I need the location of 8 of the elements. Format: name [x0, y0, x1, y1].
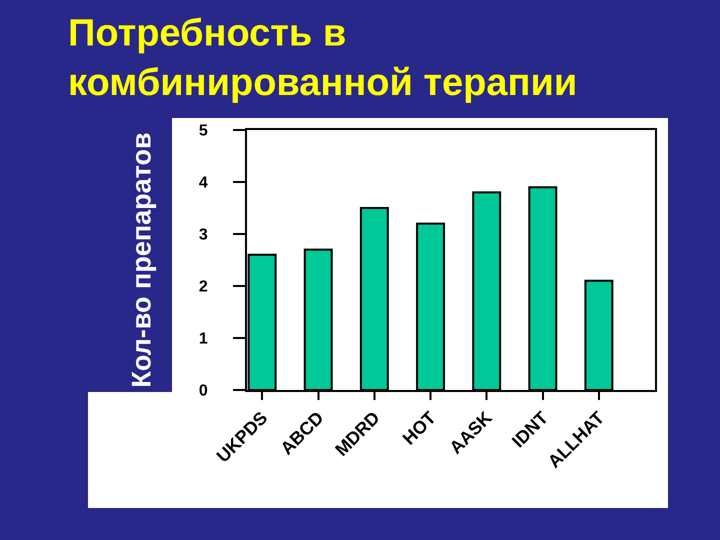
- y-axis-title: Кол-во препаратов: [126, 132, 156, 388]
- y-tick-label: 3: [198, 226, 208, 244]
- y-tick-label: 0: [198, 382, 208, 400]
- chart-title: Потребность в комбинированной терапии: [68, 12, 578, 104]
- y-tick-label: 5: [198, 122, 208, 140]
- y-tick-label: 2: [198, 278, 208, 296]
- y-tick-label: 4: [198, 174, 208, 192]
- y-tick-label: 1: [198, 330, 208, 348]
